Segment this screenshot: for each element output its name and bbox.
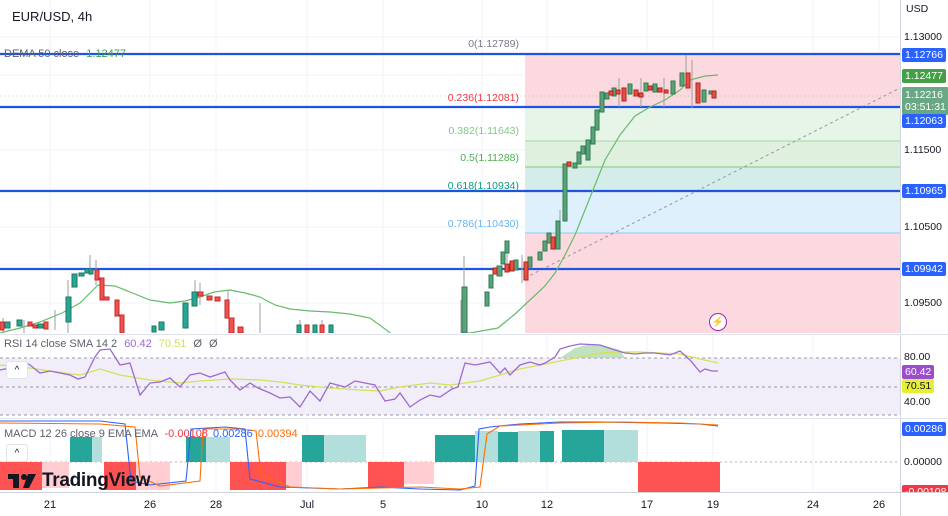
hline-price-badge: 1.12063 <box>902 114 946 128</box>
time-label: 5 <box>379 499 387 511</box>
price-tick: 1.10500 <box>904 221 942 233</box>
macd-collapse-button[interactable]: ^ <box>6 444 28 462</box>
time-label: 12 <box>540 499 554 511</box>
price-tick: 1.11500 <box>904 144 942 156</box>
chevron-up-icon: ^ <box>14 447 20 459</box>
macd-signal-value: 0.00394 <box>257 428 298 440</box>
rsi-chart-canvas[interactable] <box>0 335 900 417</box>
rsi-tick: 40.00 <box>904 396 931 408</box>
macd-chart-canvas[interactable] <box>0 419 900 492</box>
rsi-label: RSI 14 close SMA 14 2 <box>4 338 118 350</box>
last-price-badge: 1.12216 03:51:31 <box>902 87 948 115</box>
rsi-sma-value: 70.51 <box>158 338 187 350</box>
rsi-legend[interactable]: RSI 14 close SMA 14 2 60.42 70.51 Ø Ø <box>4 338 218 350</box>
fib-level-0: 0(1.12789) <box>468 38 519 50</box>
rsi-extra-1: Ø <box>193 338 202 350</box>
dema-label: DEMA 50 close <box>4 48 80 60</box>
currency-label[interactable]: USD <box>906 3 929 15</box>
dema-legend[interactable]: DEMA 50 close 1.12477 <box>4 48 126 60</box>
fib-level-0236: 0.236(1.12081) <box>447 92 519 104</box>
bar-countdown: 03:51:31 <box>905 101 946 113</box>
price-tick: 1.13000 <box>904 31 942 43</box>
time-label: Jul <box>299 499 315 511</box>
price-chart-canvas[interactable] <box>0 0 900 333</box>
dema-value: 1.12477 <box>86 48 127 60</box>
macd-pane[interactable]: MACD 12 26 close 9 EMA EMA -0.00108 0.00… <box>0 418 900 492</box>
rsi-extra-2: Ø <box>209 338 218 350</box>
time-label: 10 <box>475 499 489 511</box>
time-label: 19 <box>706 499 720 511</box>
macd-line-value: 0.00286 <box>213 428 253 440</box>
last-price: 1.12216 <box>905 89 943 101</box>
hline-price-badge: 1.12766 <box>902 48 946 62</box>
time-label: 26 <box>143 499 157 511</box>
time-label: 28 <box>209 499 223 511</box>
rsi-tick: 80.00 <box>904 351 931 363</box>
time-axis[interactable]: 21 26 28 Jul 5 10 12 17 19 24 26 <box>0 492 948 516</box>
macd-axis[interactable]: 0.00000 0.00286 -0.00108 <box>900 418 948 499</box>
main-price-pane[interactable]: EUR/USD, 4h DEMA 50 close 1.12477 0(1.12… <box>0 0 900 333</box>
macd-label: MACD 12 26 close 9 EMA EMA <box>4 428 158 440</box>
macd-line-badge: 0.00286 <box>902 422 946 436</box>
macd-tick: 0.00000 <box>904 456 942 468</box>
rsi-axis[interactable]: 80.00 40.00 70.51 60.42 <box>900 334 948 417</box>
fib-level-0382: 0.382(1.11643) <box>448 125 519 137</box>
rsi-collapse-button[interactable]: ^ <box>6 361 28 379</box>
tradingview-logo-icon <box>8 474 36 488</box>
chevron-up-icon: ^ <box>14 364 20 376</box>
hline-price-badge: 1.10965 <box>902 184 946 198</box>
rsi-pane[interactable]: RSI 14 close SMA 14 2 60.42 70.51 Ø Ø ^ <box>0 334 900 417</box>
time-label: 17 <box>640 499 654 511</box>
symbol-title[interactable]: EUR/USD, 4h <box>12 9 93 24</box>
tradingview-logo[interactable]: TradingView <box>8 470 151 492</box>
dema-price-badge: 1.12477 <box>902 69 946 83</box>
time-label: 26 <box>872 499 886 511</box>
lightning-icon[interactable]: ⚡ <box>709 313 727 331</box>
time-label: 24 <box>806 499 820 511</box>
macd-legend[interactable]: MACD 12 26 close 9 EMA EMA -0.00108 0.00… <box>4 428 298 440</box>
fib-level-05: 0.5(1.11288) <box>460 152 519 164</box>
fib-level-0786: 0.786(1.10430) <box>447 218 519 230</box>
rsi-badge: 60.42 <box>902 365 935 379</box>
axis-corner-divider <box>900 493 901 516</box>
macd-hist-value: -0.00108 <box>164 428 208 440</box>
price-axis[interactable]: USD 1.13000 1.11500 1.10500 1.09500 1.12… <box>900 0 948 333</box>
hline-price-badge: 1.09942 <box>902 262 946 276</box>
rsi-sma-badge: 70.51 <box>902 379 935 393</box>
price-tick: 1.09500 <box>904 297 942 309</box>
fib-level-0618: 0.618(1.10934) <box>447 180 519 192</box>
rsi-value: 60.42 <box>124 338 152 350</box>
tradingview-logo-text: TradingView <box>42 470 151 491</box>
time-label: 21 <box>43 499 57 511</box>
